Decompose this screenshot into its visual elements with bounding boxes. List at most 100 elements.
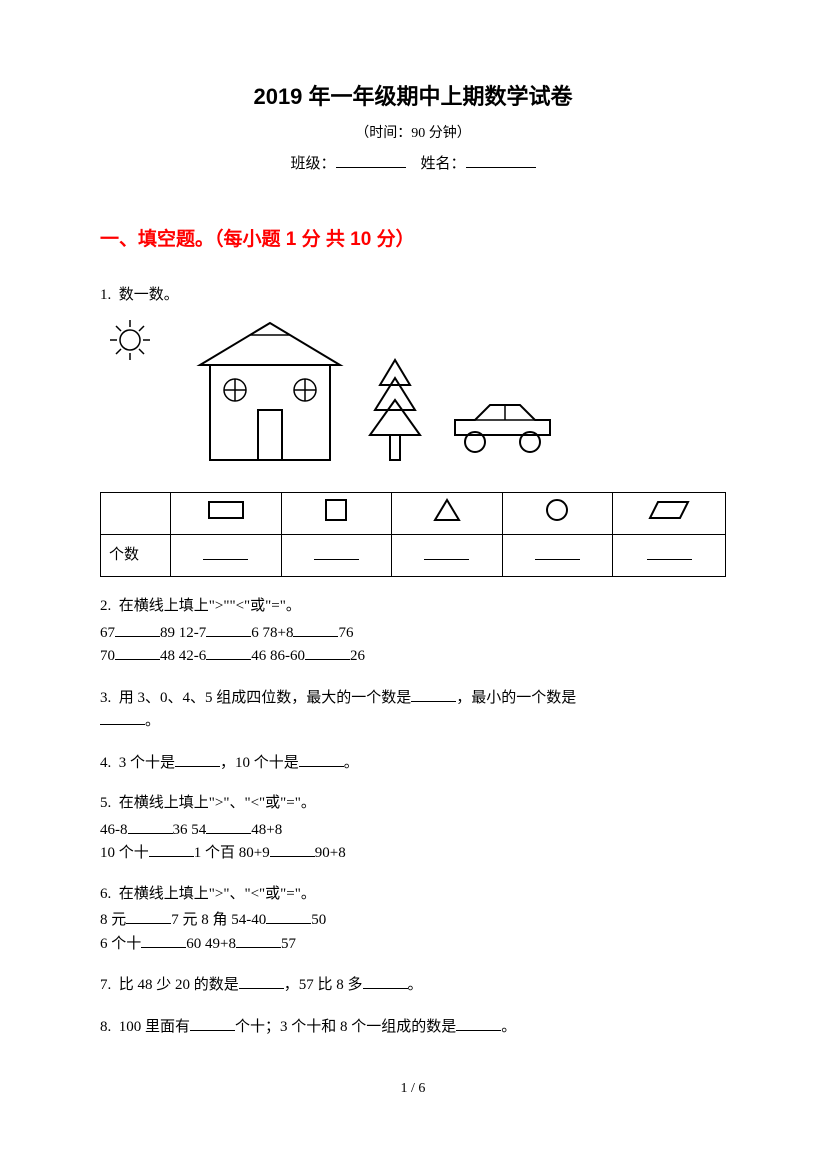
student-info-line: 班级： 姓名： [100,152,726,176]
name-blank[interactable] [466,152,536,168]
q2-r2d: 26 [350,648,365,664]
q5-blank[interactable] [206,818,251,834]
q2-r1b: 89 12-7 [160,625,206,641]
question-3: 3. 用 3、0、4、5 组成四位数，最大的一个数是 ，最小的一个数是。 [100,686,726,733]
q2-r1c: 6 78+8 [251,625,293,641]
q5-r1b: 36 54 [173,822,207,838]
q3-blank[interactable] [411,686,456,702]
q5-blank[interactable] [149,841,194,857]
shape-triangle-icon [392,493,503,535]
q7-text-b: ，57 比 8 多 [284,977,363,993]
q2-r1a: 67 [100,625,115,641]
exam-subtitle: （时间：90 分钟） [100,123,726,144]
q6-r2c: 57 [281,936,296,952]
q7-text-a: 比 48 少 20 的数是 [119,977,239,993]
question-8: 8. 100 里面有 个十；3 个十和 8 个一组成的数是 。 [100,1015,726,1039]
q2-blank[interactable] [293,621,338,637]
q5-text: 在横线上填上">"、"<"或"="。 [119,795,316,811]
q5-label: 5. [100,795,111,811]
q4-label: 4. [100,755,111,771]
q6-blank[interactable] [141,932,186,948]
q3-text-c: 。 [145,713,160,729]
q6-r2a: 6 个十 [100,936,141,952]
count-blank-1[interactable] [171,535,282,577]
count-label: 个数 [101,535,171,577]
page-number: 1 / 6 [100,1078,726,1099]
q2-label: 2. [100,598,111,614]
question-7: 7. 比 48 少 20 的数是 ，57 比 8 多 。 [100,973,726,997]
q7-label: 7. [100,977,111,993]
q1-picture: 个数 [100,315,726,578]
class-blank[interactable] [336,152,406,168]
q5-r1a: 46-8 [100,822,128,838]
q2-r2a: 70 [100,648,115,664]
q6-r2b: 60 49+8 [186,936,236,952]
q3-text-a: 用 3、0、4、5 组成四位数，最大的一个数是 [119,690,412,706]
q2-r1d: 76 [338,625,353,641]
question-5: 5. 在横线上填上">"、"<"或"="。 46-8 36 54 48+8 10 个… [100,792,726,865]
q1-label: 1. [100,287,111,303]
name-label: 姓名： [421,156,466,172]
section-1-title: 一、填空题。（每小题 1 分 共 10 分） [100,226,726,255]
shape-square-icon [281,493,392,535]
q6-r1b: 7 元 8 角 54-40 [171,912,266,928]
q6-text: 在横线上填上">"、"<"或"="。 [119,886,316,902]
q3-blank[interactable] [100,709,145,725]
q6-blank[interactable] [236,932,281,948]
q4-text-c: 。 [344,755,359,771]
shape-parallelogram-icon [613,493,726,535]
q2-blank[interactable] [206,644,251,660]
q5-r1c: 48+8 [251,822,282,838]
q2-blank[interactable] [115,644,160,660]
question-4: 4. 3 个十是 ，10 个十是 。 [100,751,726,775]
q2-blank[interactable] [206,621,251,637]
q7-text-c: 。 [408,977,423,993]
q6-blank[interactable] [126,908,171,924]
q6-blank[interactable] [266,908,311,924]
q5-blank[interactable] [128,818,173,834]
q5-r2c: 90+8 [315,845,346,861]
q7-blank[interactable] [239,973,284,989]
count-blank-3[interactable] [392,535,503,577]
question-1: 1. 数一数。 [100,284,726,577]
q5-blank[interactable] [270,841,315,857]
shape-count-table: 个数 [100,492,726,577]
q2-r2c: 46 86-60 [251,648,305,664]
q3-label: 3. [100,690,111,706]
q4-blank[interactable] [175,751,220,767]
question-6: 6. 在横线上填上">"、"<"或"="。 8 元 7 元 8 角 54-40 50… [100,883,726,956]
question-2: 2. 在横线上填上">""<"或"="。 67 89 12-7 6 78+8 76 7… [100,595,726,668]
shape-rectangle-icon [171,493,282,535]
q8-text-b: 个十；3 个十和 8 个一组成的数是 [235,1019,456,1035]
class-label: 班级： [290,156,335,172]
shape-circle-icon [502,493,613,535]
q2-text: 在横线上填上">""<"或"="。 [119,598,301,614]
q4-text-a: 3 个十是 [119,755,175,771]
q8-blank[interactable] [456,1015,501,1031]
q6-label: 6. [100,886,111,902]
q3-text-b: ，最小的一个数是 [456,690,576,706]
q5-r2b: 1 个百 80+9 [194,845,270,861]
q2-r2b: 48 42-6 [160,648,206,664]
tree-icon [370,360,420,460]
count-blank-2[interactable] [281,535,392,577]
q1-text: 数一数。 [119,287,179,303]
count-blank-4[interactable] [502,535,613,577]
q6-r1c: 50 [311,912,326,928]
sun-icon [110,320,150,360]
car-icon [455,405,550,452]
q8-text-a: 100 里面有 [119,1019,190,1035]
q8-label: 8. [100,1019,111,1035]
q2-blank[interactable] [115,621,160,637]
count-blank-5[interactable] [613,535,726,577]
q2-blank[interactable] [305,644,350,660]
q7-blank[interactable] [363,973,408,989]
q6-r1a: 8 元 [100,912,126,928]
q8-text-c: 。 [501,1019,516,1035]
exam-title: 2019 年一年级期中上期数学试卷 [100,80,726,113]
q4-text-b: ，10 个十是 [220,755,299,771]
q8-blank[interactable] [190,1015,235,1031]
house-icon [200,323,340,460]
q5-r2a: 10 个十 [100,845,149,861]
q4-blank[interactable] [299,751,344,767]
